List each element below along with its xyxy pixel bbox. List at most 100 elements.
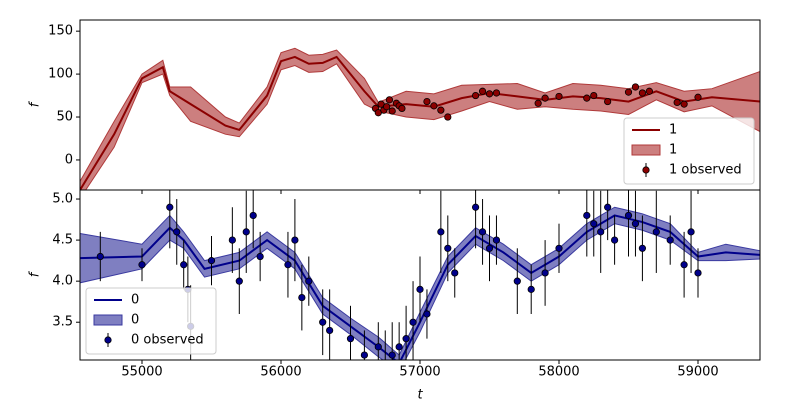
x-tick-label: 59000 [677,365,718,380]
observed-point [541,94,549,102]
observed-point [652,228,660,236]
observed-point [513,277,521,285]
y-tick-label: 150 [48,24,73,39]
observed-point [527,285,535,293]
observed-point [555,92,563,101]
observed-point [638,89,647,97]
legend-label: 1 [669,143,677,158]
observed-point [395,343,403,351]
observed-point [180,261,188,269]
observed-point [298,293,306,302]
observed-point [583,94,591,102]
y-tick-label: 0 [65,152,73,167]
observed-point [374,343,382,351]
observed-point [472,203,480,211]
legend-patch [93,314,123,326]
observed-point [360,351,368,359]
observed-point [597,228,605,236]
observed-point [666,236,674,244]
observed-point [631,83,640,91]
observed-point [228,236,236,244]
observed-point [388,351,396,359]
legend-marker [642,166,650,174]
x-tick-label: 57000 [399,365,440,380]
observed-point [478,87,487,95]
observed-point [242,228,250,236]
observed-point [207,257,216,265]
observed-point [624,211,633,220]
legend: 0 0 0 observed [85,287,217,355]
legend: 1 1 1 observed [623,117,755,185]
observed-point [430,102,438,110]
observed-point [383,359,387,360]
y-tick-label: 5.0 [52,192,73,207]
observed-point [611,236,619,244]
legend-label: 1 observed [669,163,742,178]
y-tick-label: 50 [56,110,73,125]
observed-point [423,97,431,106]
observed-point [305,277,313,285]
observed-point [492,236,501,244]
x-tick-label: 56000 [260,365,301,380]
observed-point [583,211,591,220]
observed-point [385,96,394,104]
confidence-band [80,206,760,360]
legend-box [85,287,217,355]
y-tick-label: 4.5 [52,233,73,248]
x-axis-label: t [417,388,423,400]
y-axis-label: f [28,270,43,277]
observed-point [590,91,598,100]
observed-point [590,220,598,228]
observed-point [631,220,640,228]
observed-point [444,244,452,252]
observed-point [284,261,292,269]
observed-point [604,97,612,106]
x-tick-label: 55000 [121,365,162,380]
observed-point [383,103,391,111]
observed-point [398,104,406,113]
observed-point [138,261,146,269]
observed-point [173,228,181,236]
legend-label: 0 [131,293,139,308]
observed-point [346,335,355,343]
observed-point [694,269,702,277]
y-tick-label: 100 [48,67,73,82]
observed-point [249,211,257,220]
observed-point [235,277,243,285]
plot-area [80,47,760,190]
observed-point [638,244,647,252]
observed-point [437,106,445,114]
observed-point [326,326,334,335]
y-tick-label: 3.5 [52,315,73,330]
y-axis-label: f [28,100,43,107]
legend-label: 0 observed [131,333,204,348]
observed-point [423,310,431,318]
observed-point [492,89,501,97]
observed-point [96,252,104,261]
observed-point [645,87,653,95]
observed-point [680,261,688,269]
observed-point [673,98,681,107]
legend-marker [104,336,112,344]
legend-box [623,117,755,185]
observed-point [319,318,327,326]
observed-point [485,90,494,98]
x-tick-label: 58000 [538,365,579,380]
observed-point [444,113,452,121]
observed-point [694,93,702,101]
observed-point [409,318,417,326]
y-tick-label: 4.0 [52,274,73,289]
observed-point [388,107,396,115]
observed-point [451,269,459,277]
observed-point [534,99,542,107]
observed-point [402,335,410,343]
observed-point [291,236,299,244]
observed-point [437,228,445,236]
observed-point [687,228,695,236]
observed-point [604,203,612,211]
observed-point [416,285,424,293]
observed-point [624,88,633,96]
legend-patch [631,144,661,156]
legend-label: 1 [669,123,677,138]
